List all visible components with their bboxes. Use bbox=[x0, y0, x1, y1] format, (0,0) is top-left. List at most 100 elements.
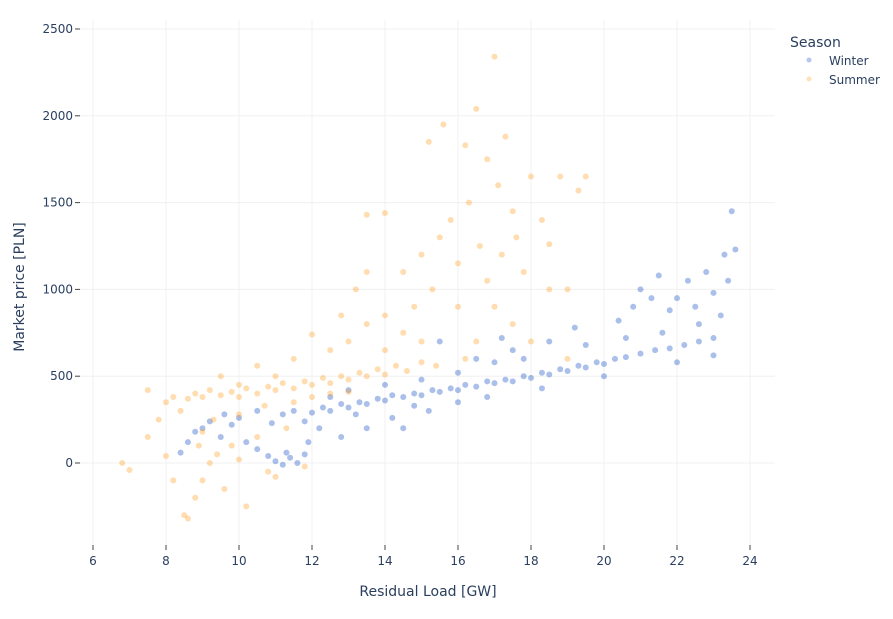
data-point bbox=[199, 477, 206, 484]
data-point bbox=[528, 173, 534, 180]
data-point bbox=[484, 156, 491, 163]
data-point bbox=[455, 387, 461, 394]
data-point bbox=[301, 451, 308, 458]
legend: Season Winter Summer bbox=[790, 35, 880, 87]
x-tick-label: 18 bbox=[523, 554, 538, 568]
data-point bbox=[491, 303, 498, 310]
data-point bbox=[509, 378, 516, 385]
data-point bbox=[418, 392, 425, 399]
data-point bbox=[732, 246, 739, 253]
data-point bbox=[214, 451, 221, 458]
data-point bbox=[382, 210, 388, 217]
data-point bbox=[221, 486, 228, 493]
data-point bbox=[462, 355, 469, 362]
data-point bbox=[575, 187, 582, 194]
data-point bbox=[236, 411, 242, 418]
data-point bbox=[272, 473, 279, 480]
data-point bbox=[674, 295, 680, 302]
data-point bbox=[217, 373, 224, 380]
data-point bbox=[254, 446, 261, 453]
data-point bbox=[181, 512, 188, 519]
data-point bbox=[352, 286, 359, 293]
data-point bbox=[382, 381, 388, 388]
data-point bbox=[305, 439, 312, 446]
data-point bbox=[316, 425, 323, 432]
data-point bbox=[710, 352, 717, 359]
data-point bbox=[447, 385, 454, 392]
data-point bbox=[294, 460, 301, 466]
data-point bbox=[502, 376, 509, 383]
data-point bbox=[392, 362, 399, 369]
data-point bbox=[228, 442, 235, 449]
data-point bbox=[327, 390, 334, 397]
data-point bbox=[363, 425, 370, 432]
legend-label-winter: Winter bbox=[829, 54, 869, 68]
data-point bbox=[582, 341, 589, 348]
data-point bbox=[622, 335, 629, 342]
data-point bbox=[254, 407, 261, 414]
data-point bbox=[356, 369, 363, 376]
data-point bbox=[703, 269, 710, 276]
data-point bbox=[243, 503, 250, 510]
data-point bbox=[265, 468, 272, 475]
data-point bbox=[236, 394, 242, 401]
data-point bbox=[491, 359, 498, 366]
data-point bbox=[236, 381, 242, 388]
data-point bbox=[184, 515, 191, 522]
data-point bbox=[615, 317, 622, 324]
data-point bbox=[425, 138, 432, 145]
data-point bbox=[429, 286, 436, 293]
legend-label-summer: Summer bbox=[829, 73, 880, 87]
data-point bbox=[254, 433, 261, 440]
data-point bbox=[184, 439, 191, 446]
data-point bbox=[725, 277, 732, 284]
data-point bbox=[418, 338, 425, 345]
data-point bbox=[513, 234, 520, 241]
data-point bbox=[345, 388, 352, 395]
data-point bbox=[254, 390, 261, 397]
data-point bbox=[564, 286, 571, 293]
legend-item-summer[interactable]: Summer bbox=[806, 73, 880, 87]
legend-item-winter[interactable]: Winter bbox=[806, 54, 869, 68]
data-point bbox=[279, 411, 286, 418]
data-point bbox=[199, 428, 206, 435]
data-point bbox=[309, 394, 315, 401]
data-point bbox=[455, 399, 461, 406]
data-point bbox=[674, 359, 680, 366]
data-point bbox=[374, 395, 381, 402]
data-point bbox=[400, 394, 407, 401]
data-point bbox=[528, 374, 534, 381]
data-point bbox=[338, 433, 345, 440]
data-point bbox=[261, 402, 268, 409]
data-point bbox=[717, 312, 724, 319]
data-point bbox=[601, 373, 607, 380]
data-point bbox=[363, 400, 370, 407]
data-point bbox=[290, 407, 297, 414]
data-point bbox=[389, 392, 396, 399]
data-point bbox=[418, 251, 425, 258]
data-point bbox=[301, 463, 308, 470]
data-point bbox=[345, 404, 352, 411]
data-point bbox=[637, 350, 644, 357]
data-point bbox=[155, 416, 162, 423]
y-tick-label: 2500 bbox=[42, 22, 73, 36]
data-point bbox=[630, 303, 637, 310]
data-point bbox=[170, 394, 177, 401]
x-tick-label: 10 bbox=[231, 554, 246, 568]
x-tick-label: 12 bbox=[304, 554, 319, 568]
data-point bbox=[309, 409, 315, 416]
data-point bbox=[411, 303, 418, 310]
data-point bbox=[684, 277, 691, 284]
data-point bbox=[327, 407, 334, 414]
data-point bbox=[429, 387, 436, 394]
data-point bbox=[440, 121, 447, 128]
data-point bbox=[206, 387, 213, 394]
data-point bbox=[436, 388, 443, 395]
data-point bbox=[272, 373, 279, 380]
data-point bbox=[345, 376, 352, 383]
data-point bbox=[484, 394, 491, 401]
data-point bbox=[418, 376, 425, 383]
data-point bbox=[403, 367, 410, 374]
data-point bbox=[557, 173, 564, 180]
data-point bbox=[498, 335, 505, 342]
